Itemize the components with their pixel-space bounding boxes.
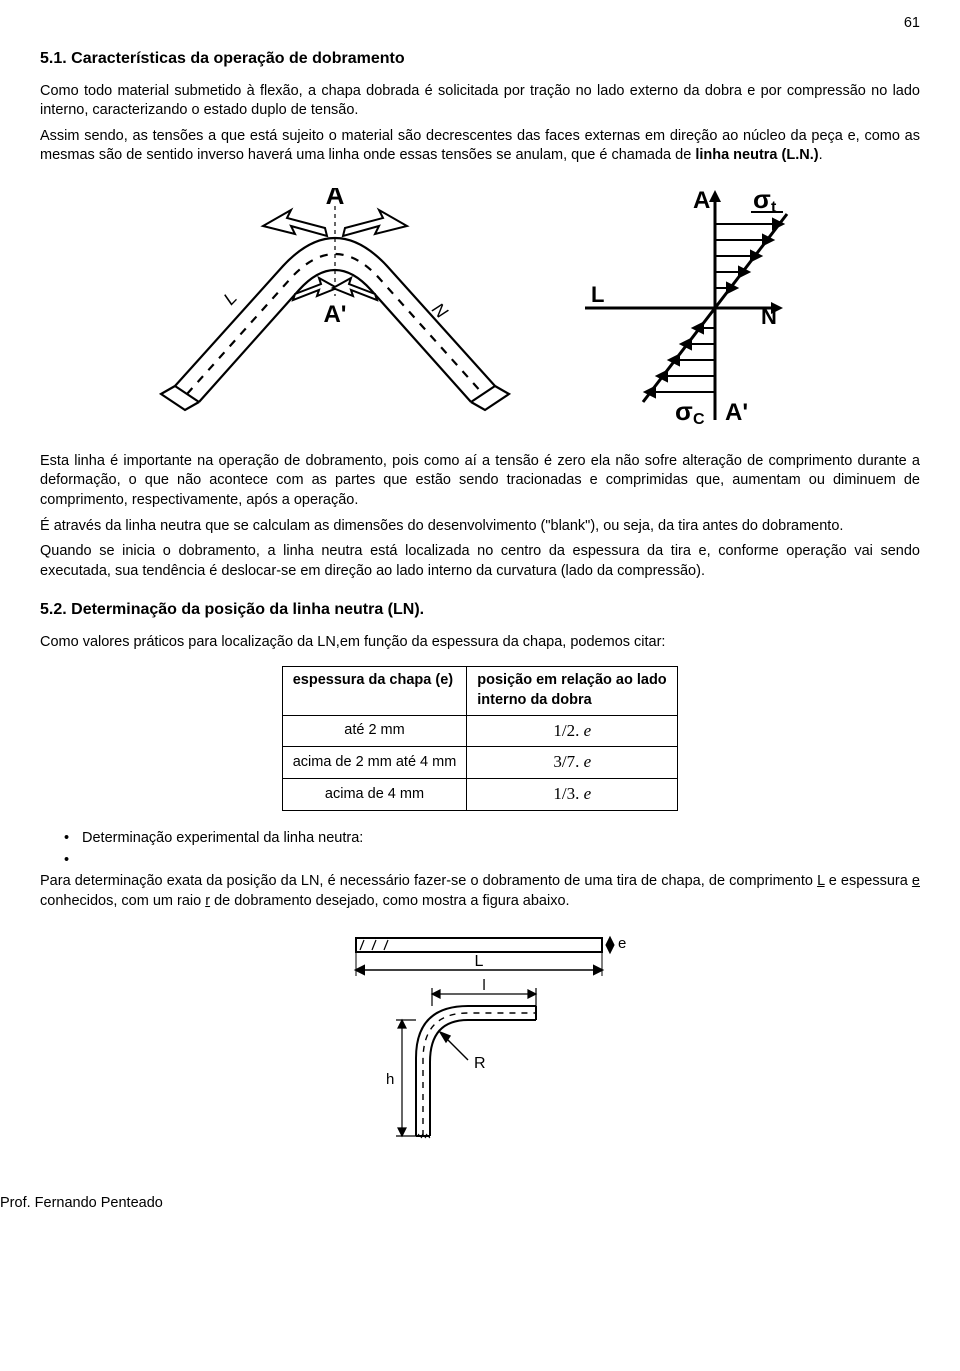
svg-text:σ: σ	[675, 396, 693, 426]
blank-figure: L e l	[40, 928, 920, 1148]
label-N: N	[761, 304, 777, 329]
section-5-2-heading: 5.2. Determinação da posição da linha ne…	[40, 599, 920, 621]
label-R-dim: R	[474, 1055, 486, 1072]
svg-text:L: L	[219, 288, 240, 309]
paragraph-2: Assim sendo, as tensões a que está sujei…	[40, 127, 920, 166]
table-row: acima de 4 mm 1/3. e	[282, 779, 678, 811]
label-Aprime: A'	[323, 301, 346, 328]
section-5-2-intro: Como valores práticos para localização d…	[40, 633, 920, 653]
svg-text:σ: σ	[753, 188, 771, 214]
label-Aprime-right: A'	[725, 399, 748, 426]
section-5-1-heading: 5.1. Características da operação de dobr…	[40, 48, 920, 70]
label-l-dim: l	[482, 977, 485, 994]
stress-diagram-icon: A σ t L N σ C A'	[555, 188, 805, 428]
paragraph-6: Para determinação exata da posição da LN…	[40, 872, 920, 911]
page-number: 61	[904, 14, 920, 34]
table-row: até 2 mm 1/2. e	[282, 715, 678, 747]
bullet-empty	[64, 851, 920, 871]
table-row: acima de 2 mm até 4 mm 3/7. e	[282, 747, 678, 779]
cell: 3/7. e	[467, 747, 678, 779]
bullet-1: Determinação experimental da linha neutr…	[64, 829, 920, 849]
label-A: A	[326, 188, 345, 210]
cell: até 2 mm	[282, 715, 467, 747]
page: 61 5.1. Características da operação de d…	[0, 0, 960, 1204]
svg-text:N: N	[428, 299, 452, 323]
paragraph-1: Como todo material submetido à flexão, a…	[40, 82, 920, 121]
cell: 1/3. e	[467, 779, 678, 811]
cell: 1/2. e	[467, 715, 678, 747]
footer-author: Prof. Fernando Penteado	[0, 1194, 163, 1214]
ln-table: espessura da chapa (e) posição em relaçã…	[40, 666, 920, 811]
bend-diagram-icon: A A' L N	[155, 188, 515, 428]
svg-text:C: C	[693, 411, 705, 428]
figure-row: A A' L N	[40, 188, 920, 428]
label-L: L	[591, 282, 604, 307]
paragraph-4: É através da linha neutra que se calcula…	[40, 517, 920, 537]
paragraph-3: Esta linha é importante na operação de d…	[40, 452, 920, 511]
paragraph-2-bold: linha neutra (L.N.)	[695, 147, 818, 163]
blank-diagram-icon: L e l	[320, 928, 640, 1148]
paragraph-2c: .	[819, 147, 823, 163]
th-espessura: espessura da chapa (e)	[282, 667, 467, 715]
label-h-dim: h	[386, 1071, 394, 1088]
label-A-right: A	[693, 188, 710, 214]
cell: acima de 4 mm	[282, 779, 467, 811]
label-L-dim: L	[475, 953, 484, 970]
label-e-dim: e	[618, 935, 626, 952]
svg-text:t: t	[771, 199, 777, 216]
th-posicao: posição em relação ao lado interno da do…	[467, 667, 678, 715]
paragraph-5: Quando se inicia o dobramento, a linha n…	[40, 542, 920, 581]
cell: acima de 2 mm até 4 mm	[282, 747, 467, 779]
